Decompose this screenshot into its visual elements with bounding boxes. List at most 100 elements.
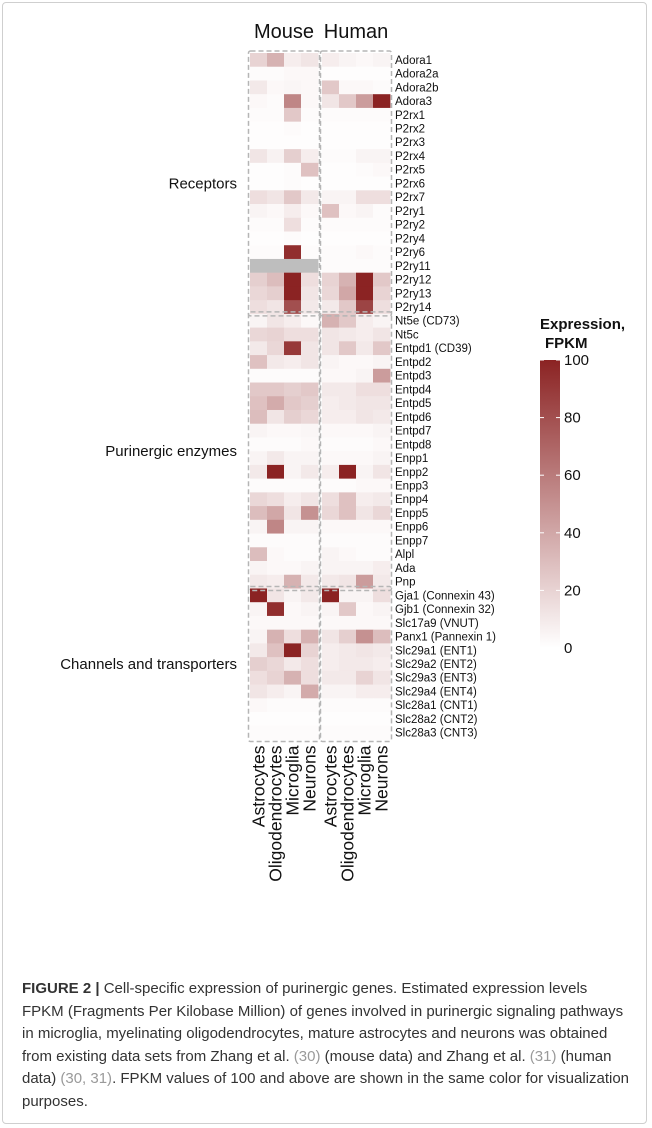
heatmap-cell bbox=[339, 409, 357, 425]
heatmap-cell bbox=[301, 629, 319, 644]
heatmap-cell bbox=[267, 492, 285, 507]
heatmap-cell bbox=[267, 533, 285, 548]
heatmap-cell bbox=[356, 698, 374, 713]
heatmap-cell bbox=[250, 657, 268, 672]
heatmap-cell bbox=[373, 396, 391, 411]
heatmap-cell bbox=[267, 670, 285, 685]
heatmap-cell bbox=[284, 341, 302, 356]
gene-label: Slc29a4 (ENT4) bbox=[395, 686, 477, 698]
heatmap-cell bbox=[356, 80, 374, 95]
heatmap-cell bbox=[373, 464, 391, 480]
heatmap-cell bbox=[301, 519, 319, 534]
gene-label: Entpd4 bbox=[395, 384, 432, 396]
heatmap-cell bbox=[301, 355, 319, 370]
heatmap-cell bbox=[373, 492, 391, 507]
heatmap-cell bbox=[267, 478, 285, 493]
heatmap-cell bbox=[322, 382, 340, 397]
heatmap-cell bbox=[301, 506, 319, 521]
heatmap-cell bbox=[267, 519, 285, 534]
heatmap-cell bbox=[322, 629, 340, 644]
celltype-label: Neurons bbox=[300, 745, 320, 811]
heatmap-cell bbox=[284, 712, 302, 727]
heatmap-cell bbox=[356, 670, 374, 685]
heatmap-cell bbox=[267, 615, 285, 631]
heatmap-cell bbox=[356, 725, 374, 740]
heatmap-cell bbox=[322, 423, 340, 438]
heatmap-cell bbox=[267, 547, 285, 562]
heatmap-cell bbox=[339, 396, 357, 411]
heatmap-cell bbox=[250, 561, 268, 576]
heatmap-cell bbox=[284, 121, 302, 136]
gene-label: Enpp2 bbox=[395, 467, 428, 479]
heatmap-cell bbox=[339, 368, 357, 383]
heatmap-cell bbox=[339, 478, 357, 493]
gene-label: P2ry11 bbox=[395, 261, 431, 273]
heatmap-cell bbox=[322, 135, 340, 150]
heatmap-cell bbox=[267, 396, 285, 411]
heatmap-cell bbox=[284, 602, 302, 617]
heatmap-cell bbox=[267, 272, 285, 287]
heatmap-cell bbox=[284, 519, 302, 534]
colorbar-tick-label: 40 bbox=[564, 525, 581, 542]
heatmap-cell bbox=[301, 712, 319, 727]
heatmap-cell bbox=[267, 313, 285, 328]
heatmap-cell bbox=[373, 231, 391, 246]
facet-box bbox=[247, 50, 321, 317]
gene-label: P2ry6 bbox=[395, 247, 425, 259]
heatmap-cell bbox=[356, 66, 374, 81]
heatmap-cell bbox=[250, 492, 268, 507]
heatmap-cell bbox=[267, 190, 285, 205]
heatmap-cell bbox=[322, 217, 340, 232]
heatmap-cell bbox=[250, 327, 268, 342]
caption-reference: (30, 31) bbox=[60, 1070, 113, 1087]
heatmap-cell bbox=[301, 66, 319, 81]
colorbar-tick-label: 100 bbox=[564, 352, 589, 369]
heatmap-cell bbox=[250, 286, 268, 301]
heatmap-cell bbox=[284, 533, 302, 548]
heatmap-cell bbox=[356, 478, 374, 493]
heatmap-cell bbox=[356, 547, 374, 562]
heatmap-cell bbox=[373, 506, 391, 521]
heatmap-cell bbox=[250, 217, 268, 232]
heatmap-cell bbox=[284, 478, 302, 493]
heatmap-cell bbox=[301, 437, 319, 452]
heatmap-cell bbox=[356, 231, 374, 246]
heatmap-cell bbox=[284, 464, 302, 480]
heatmap-cell bbox=[284, 368, 302, 383]
heatmap-cell bbox=[284, 698, 302, 713]
heatmap-cell bbox=[373, 149, 391, 164]
heatmap-cell bbox=[373, 313, 391, 328]
heatmap-cell bbox=[267, 245, 285, 260]
heatmap-cell bbox=[322, 437, 340, 452]
heatmap-cell bbox=[322, 615, 340, 631]
heatmap-cell bbox=[339, 547, 357, 562]
heatmap-cell bbox=[250, 725, 268, 740]
heatmap-cell bbox=[250, 66, 268, 81]
heatmap-cell bbox=[322, 176, 340, 191]
group-label: Purinergic enzymes bbox=[105, 443, 237, 460]
celltype-label: Neurons bbox=[372, 745, 392, 811]
heatmap-cell bbox=[322, 657, 340, 672]
heatmap-cell bbox=[339, 355, 357, 370]
gene-label: Enpp3 bbox=[395, 480, 428, 492]
heatmap-cell bbox=[284, 423, 302, 438]
heatmap-cell bbox=[339, 66, 357, 81]
heatmap-cell bbox=[284, 204, 302, 219]
heatmap-cell bbox=[322, 53, 340, 68]
heatmap-cell bbox=[339, 176, 357, 191]
heatmap-cell bbox=[250, 547, 268, 562]
heatmap-cell bbox=[301, 149, 319, 164]
heatmap-cell bbox=[339, 272, 357, 287]
heatmap-cell bbox=[322, 670, 340, 685]
heatmap-cell bbox=[339, 204, 357, 219]
heatmap-cell bbox=[356, 149, 374, 164]
heatmap-cell bbox=[339, 670, 357, 685]
heatmap-cell bbox=[322, 94, 340, 109]
heatmap-cell bbox=[250, 80, 268, 95]
celltype-label: Astrocytes bbox=[249, 745, 269, 827]
heatmap-cell bbox=[322, 162, 340, 177]
facet-box bbox=[319, 585, 393, 743]
species-header-mouse: Mouse bbox=[254, 21, 314, 43]
group-label: Channels and transporters bbox=[60, 656, 237, 673]
heatmap-cell bbox=[250, 519, 268, 534]
